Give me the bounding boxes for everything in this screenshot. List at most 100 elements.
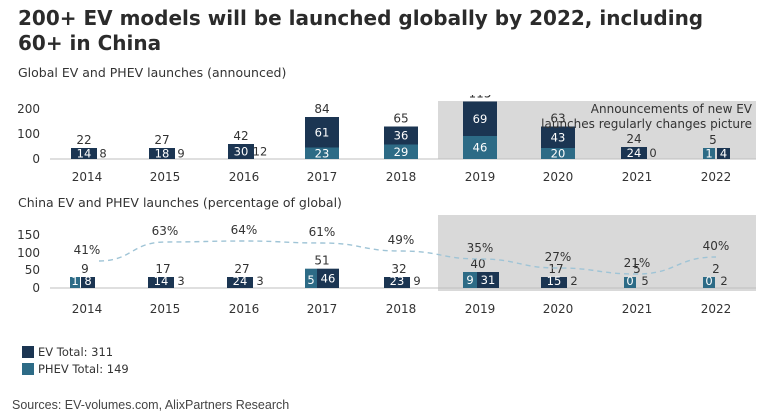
x-tick-label: 2015 [150,302,181,315]
china-subtitle: China EV and PHEV launches (percentage o… [18,195,342,210]
x-tick-label: 2014 [72,170,103,184]
bar-ev [227,277,253,288]
forecast-annotation-line2: launches regularly changes picture [541,117,752,131]
bar-ev-label: 30 [234,145,249,159]
legend-phev-label: PHEV Total: 149 [38,362,129,376]
bar-total-label: 63 [550,112,565,126]
bar-phev [703,148,715,159]
y-tick-label: 200 [17,102,40,116]
bar-phev-label: 2 [720,274,727,288]
y-tick-label: 100 [17,246,40,260]
bar-ev [717,148,730,159]
bar-total-label: 5 [633,262,641,276]
y-tick-label: 100 [17,127,40,141]
bar-phev-label: 3 [256,274,263,288]
bar-ev-label: 61 [315,125,330,139]
forecast-annotation-line1: Announcements of new EV [591,102,753,116]
bar-ev-label: 24 [627,146,642,160]
x-tick-label: 2020 [543,302,574,315]
percent-label: 21% [624,256,651,270]
bar-total-label: 32 [391,262,406,276]
bar-phev-label: 29 [394,145,409,159]
bar-phev-label: 3 [177,274,184,288]
bar-phev-label: 5 [307,273,314,287]
x-tick-label: 2019 [465,170,496,184]
legend-phev: PHEV Total: 149 [22,362,129,376]
bar-phev-label: 9 [177,147,184,161]
x-tick-label: 2021 [622,170,653,184]
x-tick-label: 2016 [229,170,260,184]
bar-ev [384,277,410,288]
bar-ev-label: 14 [77,147,92,161]
chart-title: 200+ EV models will be launched globally… [18,6,704,55]
bar-total-label: 24 [626,132,641,146]
y-tick-label: 150 [17,228,40,242]
bar-ev [148,277,174,288]
y-tick-label: 0 [32,152,40,166]
percent-label: 63% [152,224,179,238]
bar-phev [305,268,317,288]
y-tick-label: 50 [25,263,40,277]
bar-phev-label: 5 [641,274,648,288]
bar-ev [477,272,499,288]
bar-ev [624,277,636,288]
bar-phev [463,136,497,159]
bar-ev-label: 31 [481,273,496,287]
bar-ev-label: 36 [394,129,409,143]
percent-label: 41% [74,243,101,257]
percent-of-global-curve [98,240,717,275]
bar-phev-label: 46 [473,141,488,155]
bar-phev [384,144,418,159]
percent-label: 27% [545,250,572,264]
bar-total-label: 84 [314,102,329,116]
bar-ev-label: 0 [705,274,712,288]
x-tick-label: 2021 [622,302,653,315]
bar-phev-label: 23 [315,146,330,160]
bar-phev-label: 20 [551,147,566,161]
bar-phev-label: 8 [84,274,91,288]
percent-label: 64% [231,223,258,237]
bar-ev [463,101,497,136]
percent-label: 61% [309,225,336,239]
bar-phev-label: 0 [649,146,656,160]
bar-ev [541,126,575,148]
bar-phev-label: 9 [466,273,473,287]
bar-total-label: 27 [234,262,249,276]
bar-total-label: 17 [155,262,170,276]
x-tick-label: 2022 [701,302,732,315]
legend-ev-swatch [22,346,34,358]
bar-ev [71,148,97,159]
bar-ev [621,147,647,159]
bar-ev-label: 14 [154,274,169,288]
bar-ev [149,148,175,159]
percent-label: 35% [467,241,494,255]
bar-total-label: 17 [548,262,563,276]
bar-ev [703,277,715,288]
percent-label: 40% [703,239,730,253]
bar-total-label: 22 [76,133,91,147]
x-tick-label: 2017 [307,302,338,315]
bar-phev [305,147,339,159]
bar-ev-label: 1 [71,274,78,288]
bar-total-label: 115 [469,95,492,101]
bar-total-label: 27 [154,133,169,147]
bar-ev [317,268,339,288]
bar-phev-label: 8 [99,147,106,161]
global-subtitle: Global EV and PHEV launches (announced) [18,65,287,80]
legend-ev: EV Total: 311 [22,345,113,359]
bar-total-label: 9 [81,262,89,276]
bar-phev [541,148,575,159]
legend-ev-label: EV Total: 311 [38,345,114,359]
x-tick-label: 2022 [701,170,732,184]
bar-ev-label: 69 [473,112,488,126]
bar-phev-label: 9 [413,274,420,288]
bar-total-label: 40 [470,257,485,271]
bar-total-label: 51 [314,254,329,268]
bar-phev [463,272,477,288]
bar-ev-label: 0 [626,274,633,288]
x-tick-label: 2014 [72,302,103,315]
bar-ev [70,277,80,288]
bar-ev [384,126,418,145]
bar-ev [228,144,254,159]
